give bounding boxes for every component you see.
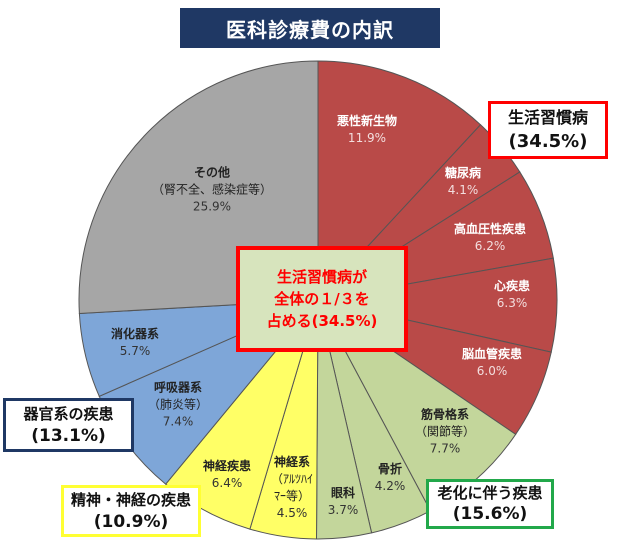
annotation-line: 生活習慣病が <box>276 268 367 286</box>
callout-lifestyle: 生活習慣病 (34.5%) <box>488 101 608 159</box>
slice-sub: （関節等） <box>414 424 476 439</box>
slice-percent: 11.9% <box>347 131 387 145</box>
slice-label: 脳血管疾患 6.0% <box>462 346 522 380</box>
slice-label: その他 （腎不全、感染症等） 25.9% <box>152 165 272 216</box>
callout-organ: 器官系の疾患 (13.1%) <box>3 398 134 452</box>
slice-sub: ﾏｰ等） <box>273 489 311 503</box>
slice-label: 高血圧性疾患 6.2% <box>454 221 526 255</box>
slice-label: 骨折 4.2% <box>375 461 406 495</box>
slice-percent: 3.7% <box>327 503 359 517</box>
slice-percent: 6.3% <box>496 296 528 310</box>
slice-name: 骨折 <box>377 462 402 476</box>
slice-percent: 6.0% <box>476 364 508 378</box>
slice-name: 眼科 <box>330 486 355 500</box>
slice-name: 脳血管疾患 <box>461 347 523 361</box>
callout-mental: 精神・神経の疾患 (10.9%) <box>61 485 201 537</box>
slice-percent: 4.1% <box>447 183 479 197</box>
callout-name: 器官系の疾患 <box>23 405 114 423</box>
slice-name: 消化器系 <box>110 327 160 341</box>
slice-sub: （ｱﾙﾂﾊｲ <box>270 472 314 486</box>
chart-title: 医科診療費の内訳 <box>180 8 440 48</box>
slice-percent: 7.7% <box>429 441 461 456</box>
callout-name: 精神・神経の疾患 <box>70 491 191 509</box>
slice-label: 神経系 （ｱﾙﾂﾊｲ ﾏｰ等） 4.5% <box>271 454 313 522</box>
annotation-line: 全体の１/３を <box>274 290 370 308</box>
slice-percent: 25.9% <box>192 199 232 214</box>
slice-label: 悪性新生物 11.9% <box>337 113 397 147</box>
callout-aging: 老化に伴う疾患 (15.6%) <box>426 479 554 529</box>
slice-percent: 7.4% <box>162 414 194 429</box>
slice-percent: 5.7% <box>119 344 151 358</box>
slice-name: 神経系 <box>273 455 311 469</box>
slice-name: 高血圧性疾患 <box>453 222 527 236</box>
slice-label: 呼吸器系 （肺炎等） 7.4% <box>148 380 208 431</box>
annotation-box: 生活習慣病が 全体の１/３を 占める(34.5%) <box>236 246 408 352</box>
slice-label: 筋骨格系 （関節等） 7.7% <box>415 407 475 458</box>
slice-name: 悪性新生物 <box>336 114 398 128</box>
callout-name: 生活習慣病 <box>507 108 588 127</box>
slice-percent: 6.4% <box>211 476 243 490</box>
callout-total: (13.1%) <box>31 426 106 446</box>
slice-name: その他 <box>193 165 231 180</box>
slice-sub: （肺炎等） <box>147 397 209 412</box>
annotation-line: 占める(34.5%) <box>266 312 378 330</box>
slice-name: 神経疾患 <box>202 459 252 473</box>
slice-percent: 4.2% <box>374 479 406 493</box>
slice-label: 眼科 3.7% <box>328 485 359 519</box>
slice-sub: （腎不全、感染症等） <box>151 182 273 197</box>
callout-total: (10.9%) <box>93 512 169 532</box>
slice-label: 心疾患 6.3% <box>494 278 530 312</box>
slice-name: 筋骨格系 <box>420 407 470 422</box>
callout-name: 老化に伴う疾患 <box>437 484 543 502</box>
slice-name: 糖尿病 <box>444 166 482 180</box>
slice-label: 消化器系 5.7% <box>111 326 159 360</box>
pie-slice <box>317 60 482 302</box>
slice-label: 神経疾患 6.4% <box>203 458 251 492</box>
slice-percent: 4.5% <box>276 506 308 520</box>
slice-percent: 6.2% <box>474 239 506 253</box>
callout-total: (34.5%) <box>508 131 588 152</box>
callout-total: (15.6%) <box>452 504 528 524</box>
slice-label: 糖尿病 4.1% <box>445 165 481 199</box>
slice-name: 心疾患 <box>493 279 531 293</box>
slice-name: 呼吸器系 <box>153 380 203 395</box>
